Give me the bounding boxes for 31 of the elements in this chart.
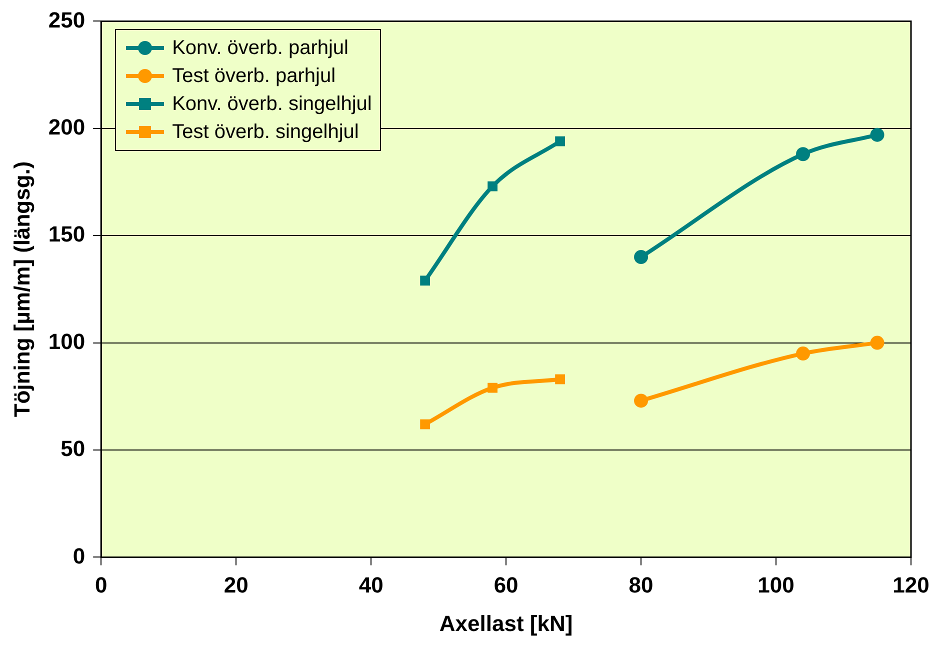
point: [488, 382, 498, 393]
point: [796, 147, 810, 162]
x-axis-title: Axellast [kN]: [439, 610, 573, 636]
y-axis-title: Töjning [µm/m] (längsg.): [9, 161, 34, 418]
point: [634, 250, 648, 264]
point: [796, 346, 810, 361]
point: [420, 419, 430, 430]
x-tick-label: 60: [494, 572, 518, 598]
point: [870, 336, 884, 350]
legend-label: Test överb. singelhjul: [172, 120, 359, 144]
y-tick-label: 200: [48, 114, 86, 140]
point: [870, 128, 884, 142]
x-tick-label: 40: [358, 572, 384, 598]
y-tick-label: 100: [48, 328, 86, 354]
x-tick-label: 120: [892, 572, 930, 598]
y-tick-label: 150: [48, 222, 86, 247]
x-tick-label: 0: [94, 572, 108, 598]
legend-label: Konv. överb. parhjul: [172, 36, 348, 60]
y-tick-label: 50: [60, 436, 86, 462]
x-tick-label: 100: [758, 572, 794, 598]
y-tick-label: 0: [72, 543, 86, 568]
point: [555, 374, 565, 384]
point: [488, 181, 498, 192]
point: [555, 136, 565, 146]
y-tick-label: 250: [48, 7, 86, 32]
legend-label: Konv. överb. singelhjul: [172, 92, 372, 116]
x-tick-label: 20: [224, 572, 248, 598]
point: [420, 276, 430, 286]
legend-label: Test överb. parhjul: [172, 64, 336, 88]
x-tick-label: 80: [628, 572, 654, 598]
point: [634, 394, 648, 408]
